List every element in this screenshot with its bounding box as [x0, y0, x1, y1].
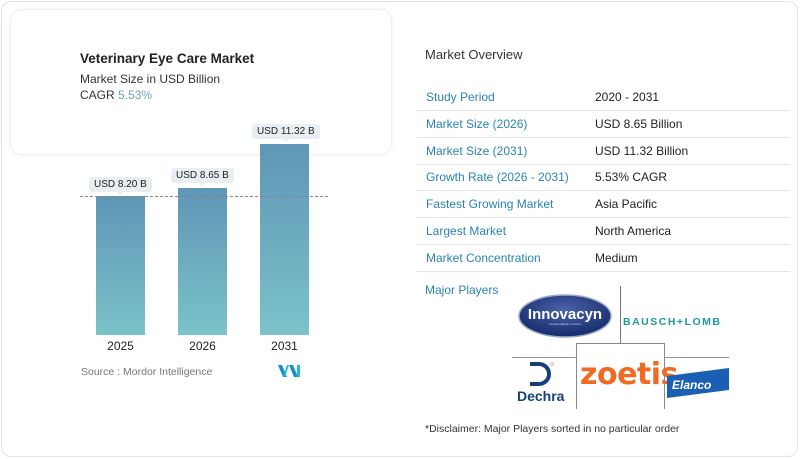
- zoetis-logo: zoetis: [580, 357, 678, 392]
- x-label-2026: 2026: [189, 339, 216, 353]
- chart-subtitle: Market Size in USD Billion: [80, 72, 221, 86]
- overview-key: Growth Rate (2026 - 2031): [426, 170, 569, 184]
- overview-value: North America: [595, 224, 672, 238]
- elanco-logo: Elanco: [667, 368, 729, 398]
- bar-2025: [96, 196, 145, 335]
- overview-key: Market Size (2031): [426, 144, 528, 158]
- reference-line: [80, 196, 328, 197]
- cagr-label: CAGR: [80, 88, 115, 102]
- overview-row: Largest Market North America: [416, 218, 790, 245]
- innovacyn-logo: Innovacyn Innovation Based on Science: [518, 294, 612, 338]
- overview-value: 5.53% CAGR: [595, 170, 668, 184]
- chart-title: Veterinary Eye Care Market: [80, 51, 255, 66]
- overview-title: Market Overview: [425, 47, 523, 62]
- disclaimer-text: *Disclaimer: Major Players sorted in no …: [425, 423, 680, 435]
- bar-label-2031: USD 11.32 B: [252, 124, 320, 142]
- dechra-mark-icon: [530, 362, 554, 386]
- cagr-value: 5.53%: [118, 88, 153, 102]
- overview-row: Study Period 2020 - 2031: [416, 84, 790, 111]
- overview-value: 2020 - 2031: [595, 90, 660, 104]
- bar-2026: [178, 188, 227, 335]
- bausch-lomb-logo: BAUSCH+LOMB: [623, 316, 722, 328]
- chart-panel: [10, 9, 392, 155]
- logo-frame: [576, 343, 665, 409]
- overview-row: Market Concentration Medium: [416, 245, 790, 272]
- overview-row: Market Size (2031) USD 11.32 Billion: [416, 138, 790, 165]
- overview-row: Growth Rate (2026 - 2031) 5.53% CAGR: [416, 164, 790, 191]
- bar-label-2026: USD 8.65 B: [171, 168, 234, 186]
- overview-value: Asia Pacific: [595, 197, 658, 211]
- major-players-title: Major Players: [425, 283, 499, 297]
- overview-key: Study Period: [426, 90, 495, 104]
- overview-row: Market Size (2026) USD 8.65 Billion: [416, 111, 790, 138]
- cagr-line: CAGR 5.53%: [80, 88, 152, 102]
- overview-value: USD 8.65 Billion: [595, 117, 683, 131]
- x-label-2031: 2031: [271, 339, 298, 353]
- bar-2031: [260, 144, 309, 335]
- svg-text:Innovacyn: Innovacyn: [528, 306, 602, 323]
- dechra-logo: Dechra: [517, 388, 565, 404]
- bar-label-2025: USD 8.20 B: [89, 177, 152, 195]
- overview-key: Fastest Growing Market: [426, 197, 554, 211]
- x-label-2025: 2025: [107, 339, 134, 353]
- overview-row: Fastest Growing Market Asia Pacific: [416, 191, 790, 218]
- divider: [620, 286, 621, 344]
- overview-key: Market Concentration: [426, 251, 541, 265]
- svg-text:Innovation Based on Science: Innovation Based on Science: [549, 323, 582, 326]
- overview-value: USD 11.32 Billion: [595, 144, 689, 158]
- svg-text:Elanco: Elanco: [672, 378, 711, 392]
- divider: [665, 357, 729, 358]
- source-text: Source : Mordor Intelligence: [81, 366, 213, 378]
- overview-key: Largest Market: [426, 224, 507, 238]
- divider: [512, 357, 576, 358]
- overview-key: Market Size (2026): [426, 117, 528, 131]
- mordor-intelligence-logo-icon: [278, 365, 300, 377]
- overview-value: Medium: [595, 251, 638, 265]
